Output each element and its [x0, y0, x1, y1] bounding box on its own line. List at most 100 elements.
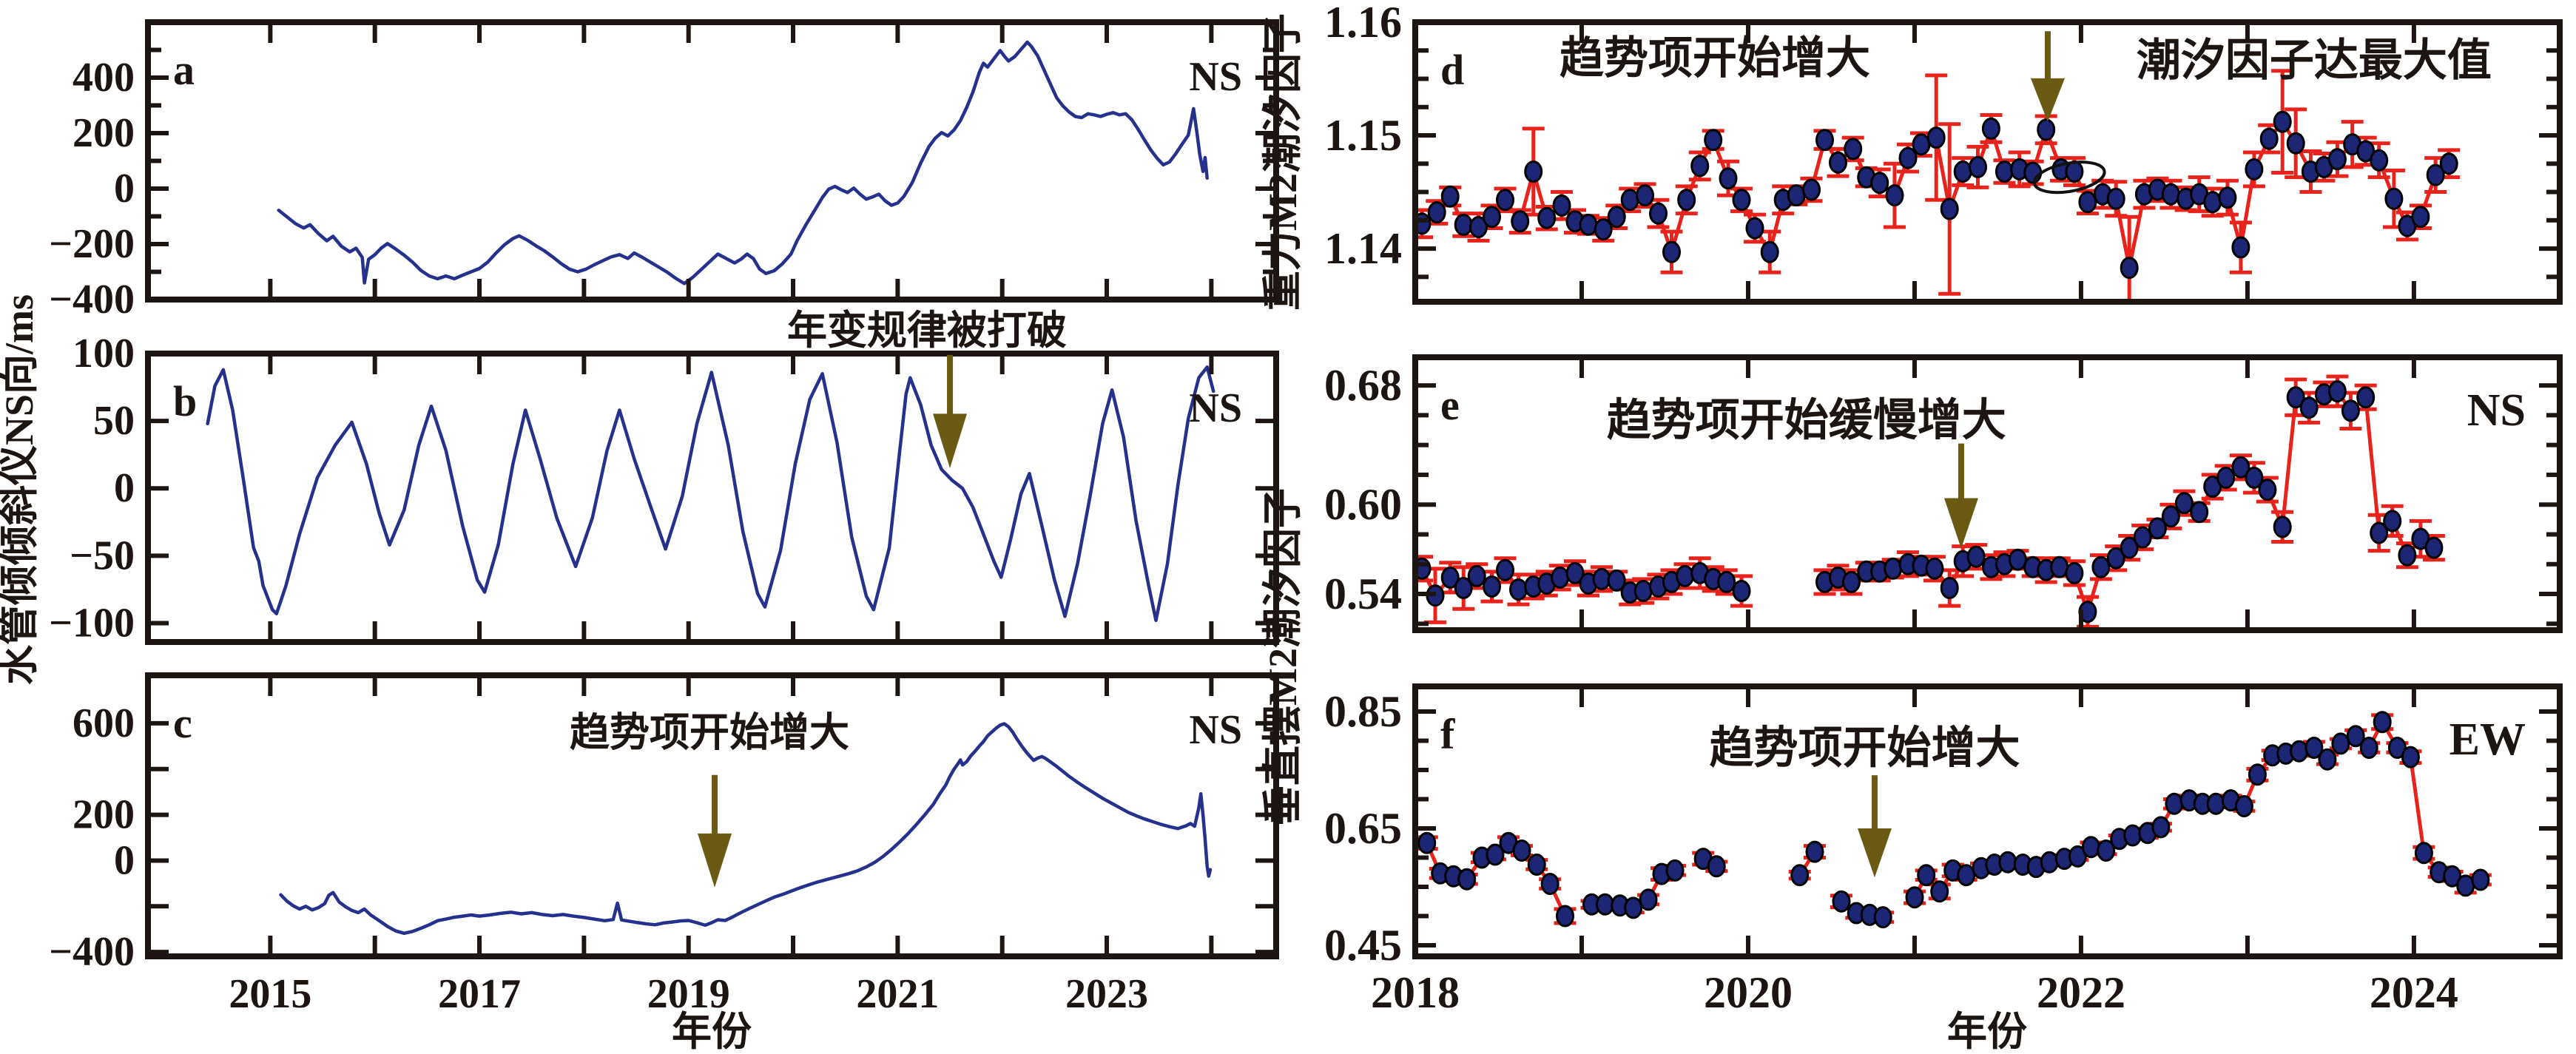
data-point — [1898, 146, 1918, 169]
data-point — [2120, 536, 2139, 559]
data-point — [2148, 517, 2167, 540]
data-point — [2370, 149, 2389, 172]
series-area-b — [206, 365, 1215, 623]
x-tick-label: 2018 — [1371, 968, 1460, 1017]
data-point — [2091, 555, 2111, 578]
data-point — [2327, 380, 2347, 403]
data-point — [1636, 184, 1654, 207]
y-tick-label: 1.15 — [1324, 111, 1402, 160]
data-point — [2383, 510, 2402, 533]
data-point — [1704, 129, 1723, 152]
data-point — [1467, 564, 1486, 587]
panel-letter-a: a — [173, 46, 195, 94]
panel-b: 100 50 0 −50 −100 b NS 年变规律被打破 — [49, 308, 1279, 646]
panel-letter-b: b — [173, 377, 197, 425]
data-point — [1926, 126, 1946, 149]
data-point — [1496, 558, 1514, 581]
data-point — [1940, 577, 1959, 599]
data-point — [2359, 737, 2378, 759]
left-y-axis-label: 水管倾倾斜仪NS向/ms — [0, 294, 41, 685]
data-point — [1527, 854, 1546, 876]
data-point — [1607, 206, 1626, 229]
data-point — [2206, 792, 2225, 815]
direction-label: NS — [1189, 385, 1242, 431]
data-point — [1496, 189, 1514, 212]
data-point — [1524, 161, 1543, 183]
data-point — [2248, 763, 2267, 786]
data-point — [1454, 213, 1473, 236]
data-point — [2123, 824, 2142, 847]
y-tick-label: 0.45 — [1324, 921, 1402, 970]
panel-d: 1.16 1.15 1.14 d 趋势项开始增大 潮汐因子达最大值 — [1324, 0, 2563, 305]
panel-frame — [145, 19, 1279, 303]
panel-letter-c: c — [173, 699, 192, 747]
data-point — [2023, 161, 2043, 184]
data-point — [2259, 127, 2279, 150]
data-point — [1981, 117, 2000, 140]
data-point — [2161, 183, 2180, 206]
y-tick-label: −50 — [70, 533, 135, 578]
y-tick-label: 0.60 — [1324, 480, 1402, 529]
data-point — [2398, 544, 2417, 567]
panel-letter-e: e — [1440, 381, 1460, 429]
data-point — [1873, 906, 1892, 929]
down-arrow-head — [2030, 78, 2065, 122]
data-point — [1594, 218, 1613, 241]
data-point — [1745, 217, 1764, 240]
left-x-axis-label: 年份 — [672, 1010, 752, 1054]
data-point — [1844, 138, 1863, 161]
y-tick-label: 0.54 — [1324, 570, 1402, 618]
data-point — [1815, 129, 1834, 152]
panel-frame — [145, 672, 1279, 959]
data-point — [1802, 178, 1821, 201]
data-point — [1953, 161, 1972, 183]
data-point — [2299, 396, 2319, 419]
data-point — [2037, 118, 2056, 141]
data-point — [2190, 501, 2209, 524]
panel-frame — [1412, 354, 2563, 633]
data-point — [1707, 855, 1726, 878]
y-tick-label: 1.14 — [1324, 224, 1402, 273]
y-tick-label: −100 — [49, 600, 135, 646]
y-tick-label: 50 — [93, 398, 135, 444]
panel-e: 0.68 0.60 0.54 e NS 趋势项开始缓慢增大 — [1324, 354, 2563, 633]
x-tick-label: 2023 — [1065, 971, 1148, 1017]
series-area-c — [279, 722, 1213, 936]
data-point — [2273, 110, 2292, 133]
data-point — [2471, 868, 2490, 891]
data-point — [1624, 896, 1643, 919]
data-point — [1719, 167, 1738, 190]
y-tick-label: 1.16 — [1324, 0, 1402, 47]
data-point — [1556, 905, 1574, 928]
data-point — [2443, 865, 2462, 888]
data-point — [1998, 851, 2017, 874]
data-point — [2231, 236, 2250, 259]
data-point — [2456, 874, 2475, 897]
data-point — [1639, 888, 1658, 911]
data-point — [2424, 536, 2444, 559]
series-line — [279, 722, 1213, 936]
panel-a: 400 200 0 −200 −400 a NS — [49, 19, 1279, 322]
data-point — [1969, 155, 1987, 178]
data-point — [1870, 172, 1889, 195]
data-point — [2081, 836, 2100, 859]
data-point — [2414, 842, 2433, 865]
data-point — [1417, 831, 1437, 854]
data-point — [1760, 240, 1779, 263]
data-point — [2384, 187, 2404, 210]
data-point — [2234, 795, 2253, 817]
data-point — [2245, 158, 2264, 180]
x-tick-label: 2022 — [2037, 968, 2125, 1017]
data-point — [2304, 737, 2324, 759]
panel-frame — [145, 351, 1279, 645]
data-point — [1717, 570, 1736, 593]
data-point — [2401, 746, 2420, 768]
data-point — [2373, 711, 2392, 734]
data-point — [1677, 189, 1696, 212]
data-point — [1440, 185, 1460, 208]
data-point — [1940, 197, 1959, 220]
y-tick-label: 0.85 — [1324, 687, 1402, 736]
data-point — [1917, 864, 1936, 887]
data-point — [2411, 206, 2430, 229]
data-point — [1832, 890, 1851, 913]
